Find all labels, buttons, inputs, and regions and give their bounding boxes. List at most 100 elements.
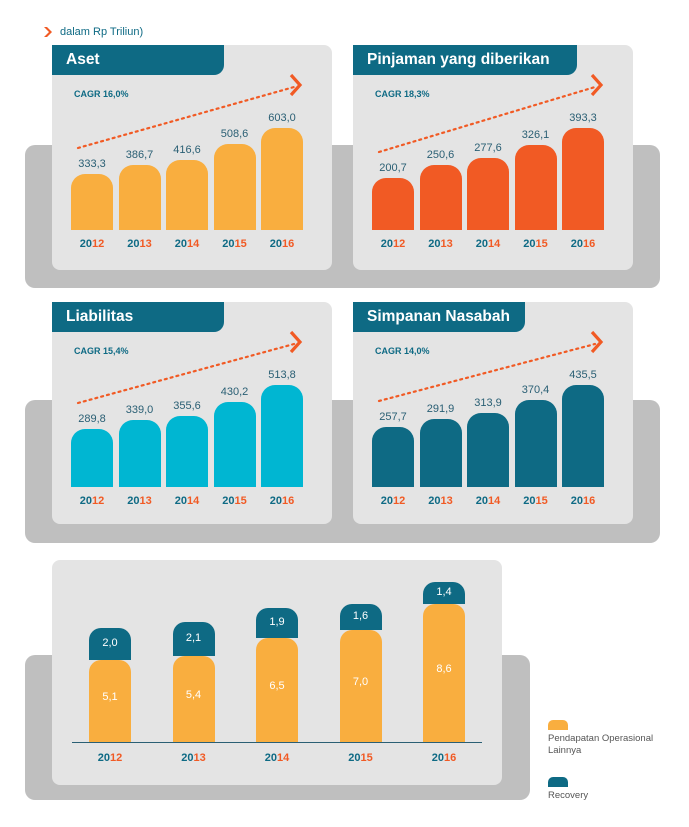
chart-title: Simpanan Nasabah — [353, 302, 525, 332]
data-label: 200,7 — [379, 162, 407, 174]
data-label: 289,8 — [78, 413, 106, 425]
trend-line — [76, 85, 296, 150]
bar — [166, 160, 208, 230]
cagr-annotation: CAGR 14,0% — [375, 346, 430, 356]
data-label: 291,9 — [426, 403, 455, 415]
bar — [71, 429, 113, 487]
x-tick-label: 2015 — [523, 495, 548, 507]
x-tick-label: 2013 — [181, 752, 206, 764]
bar — [562, 385, 604, 487]
chart-panel-pinjaman-yang-diberikan: Pinjaman yang diberikan CAGR 18,3% 200,7 20… — [353, 45, 633, 270]
bar — [419, 419, 462, 487]
bar — [261, 385, 303, 487]
x-tick-label: 2016 — [269, 495, 295, 507]
legend-label-recovery: Recovery — [548, 790, 589, 801]
bar — [467, 413, 509, 487]
trend-line — [377, 85, 597, 154]
cagr-annotation: CAGR 15,4% — [74, 346, 129, 356]
bar — [372, 427, 414, 487]
x-tick-label: 2012 — [79, 238, 105, 250]
chevron-right-icon — [44, 27, 52, 37]
unit-note: dalam Rp Triliun) — [42, 26, 143, 38]
data-label: 430,2 — [220, 386, 249, 398]
bar-recovery — [172, 622, 215, 656]
data-label: 339,0 — [125, 404, 154, 416]
data-label: 6,5 — [269, 680, 285, 692]
data-label: 7,0 — [352, 676, 369, 688]
data-label: 250,6 — [426, 149, 455, 161]
bar — [118, 420, 161, 487]
bar-pendapatan — [423, 604, 465, 742]
bar-recovery — [423, 582, 465, 604]
data-label: 603,0 — [268, 112, 296, 124]
arrow-head-icon — [289, 73, 303, 97]
chart-panel-stacked: 5,1 2,0 2012 5,4 2,1 2013 6,5 1,9 2014 7,0 1,6 2015… — [52, 560, 502, 785]
data-label: 5,4 — [185, 689, 202, 701]
legend-swatch-recovery — [548, 777, 568, 787]
data-label: 326,1 — [521, 129, 550, 141]
data-label: 1,6 — [352, 610, 369, 622]
arrow-head-icon — [590, 330, 604, 354]
data-label: 513,8 — [268, 369, 296, 381]
trend-arrow — [76, 330, 303, 405]
data-label: 313,9 — [474, 397, 502, 409]
data-label: 277,6 — [474, 142, 502, 154]
x-tick-label: 2012 — [97, 752, 123, 764]
trend-arrow — [76, 73, 303, 150]
bar-recovery — [339, 604, 382, 630]
x-tick-label: 2014 — [264, 752, 290, 764]
bar-pendapatan — [172, 656, 215, 742]
chart-panel-aset: Aset CAGR 16,0% 333,3 2012 386,7 2013 416,6 201… — [52, 45, 332, 270]
x-tick-label: 2014 — [174, 495, 200, 507]
bar — [372, 178, 414, 230]
legend-swatch-pendapatan — [548, 720, 568, 730]
data-label: 435,5 — [569, 369, 597, 381]
bar — [213, 144, 256, 230]
x-tick-label: 2013 — [127, 495, 152, 507]
bar — [419, 165, 462, 230]
bar — [118, 165, 161, 230]
x-tick-label: 2012 — [380, 238, 406, 250]
data-label: 8,6 — [436, 663, 452, 675]
x-tick-label: 2015 — [523, 238, 548, 250]
x-tick-label: 2014 — [475, 495, 501, 507]
trend-arrow — [377, 330, 604, 403]
data-label: 1,9 — [269, 616, 285, 628]
data-label: 2,0 — [102, 637, 118, 649]
x-axis-line — [72, 742, 482, 743]
data-label: 386,7 — [125, 149, 154, 161]
data-label: 416,6 — [173, 144, 201, 156]
x-tick-label: 2016 — [570, 495, 596, 507]
chart-title: Liabilitas — [52, 302, 224, 332]
legend-label-pendapatan: Pendapatan Operasional Lainnya — [548, 733, 654, 756]
bar — [562, 128, 604, 230]
cagr-annotation: CAGR 18,3% — [375, 89, 430, 99]
data-label: 355,6 — [173, 400, 201, 412]
data-label: 508,6 — [220, 128, 249, 140]
trend-line — [76, 342, 296, 405]
x-tick-label: 2015 — [222, 238, 247, 250]
chart-panel-simpanan-nasabah: Simpanan Nasabah CAGR 14,0% 257,7 2012 291,9… — [353, 302, 633, 524]
bar-recovery — [89, 628, 131, 660]
data-label: 393,3 — [569, 112, 597, 124]
trend-line — [377, 342, 597, 403]
x-tick-label: 2014 — [174, 238, 200, 250]
bar — [514, 400, 557, 487]
data-label: 370,4 — [521, 384, 550, 396]
chart-panel-liabilitas: Liabilitas CAGR 15,4% 289,8 2012 339,0 2013 35… — [52, 302, 332, 524]
unit-note-text: dalam Rp Triliun) — [60, 26, 144, 38]
x-tick-label: 2013 — [428, 238, 453, 250]
data-label: 257,7 — [379, 411, 407, 423]
data-label: 5,1 — [102, 691, 118, 703]
bar-pendapatan — [89, 660, 131, 742]
cagr-annotation: CAGR 16,0% — [74, 89, 129, 99]
bar-pendapatan — [339, 630, 382, 742]
x-tick-label: 2016 — [269, 238, 295, 250]
bar — [71, 174, 113, 230]
bar-recovery — [256, 608, 298, 638]
x-tick-label: 2014 — [475, 238, 501, 250]
arrow-head-icon — [590, 73, 604, 97]
data-label: 333,3 — [78, 158, 106, 170]
data-label: 1,4 — [436, 586, 452, 598]
x-tick-label: 2013 — [127, 238, 152, 250]
